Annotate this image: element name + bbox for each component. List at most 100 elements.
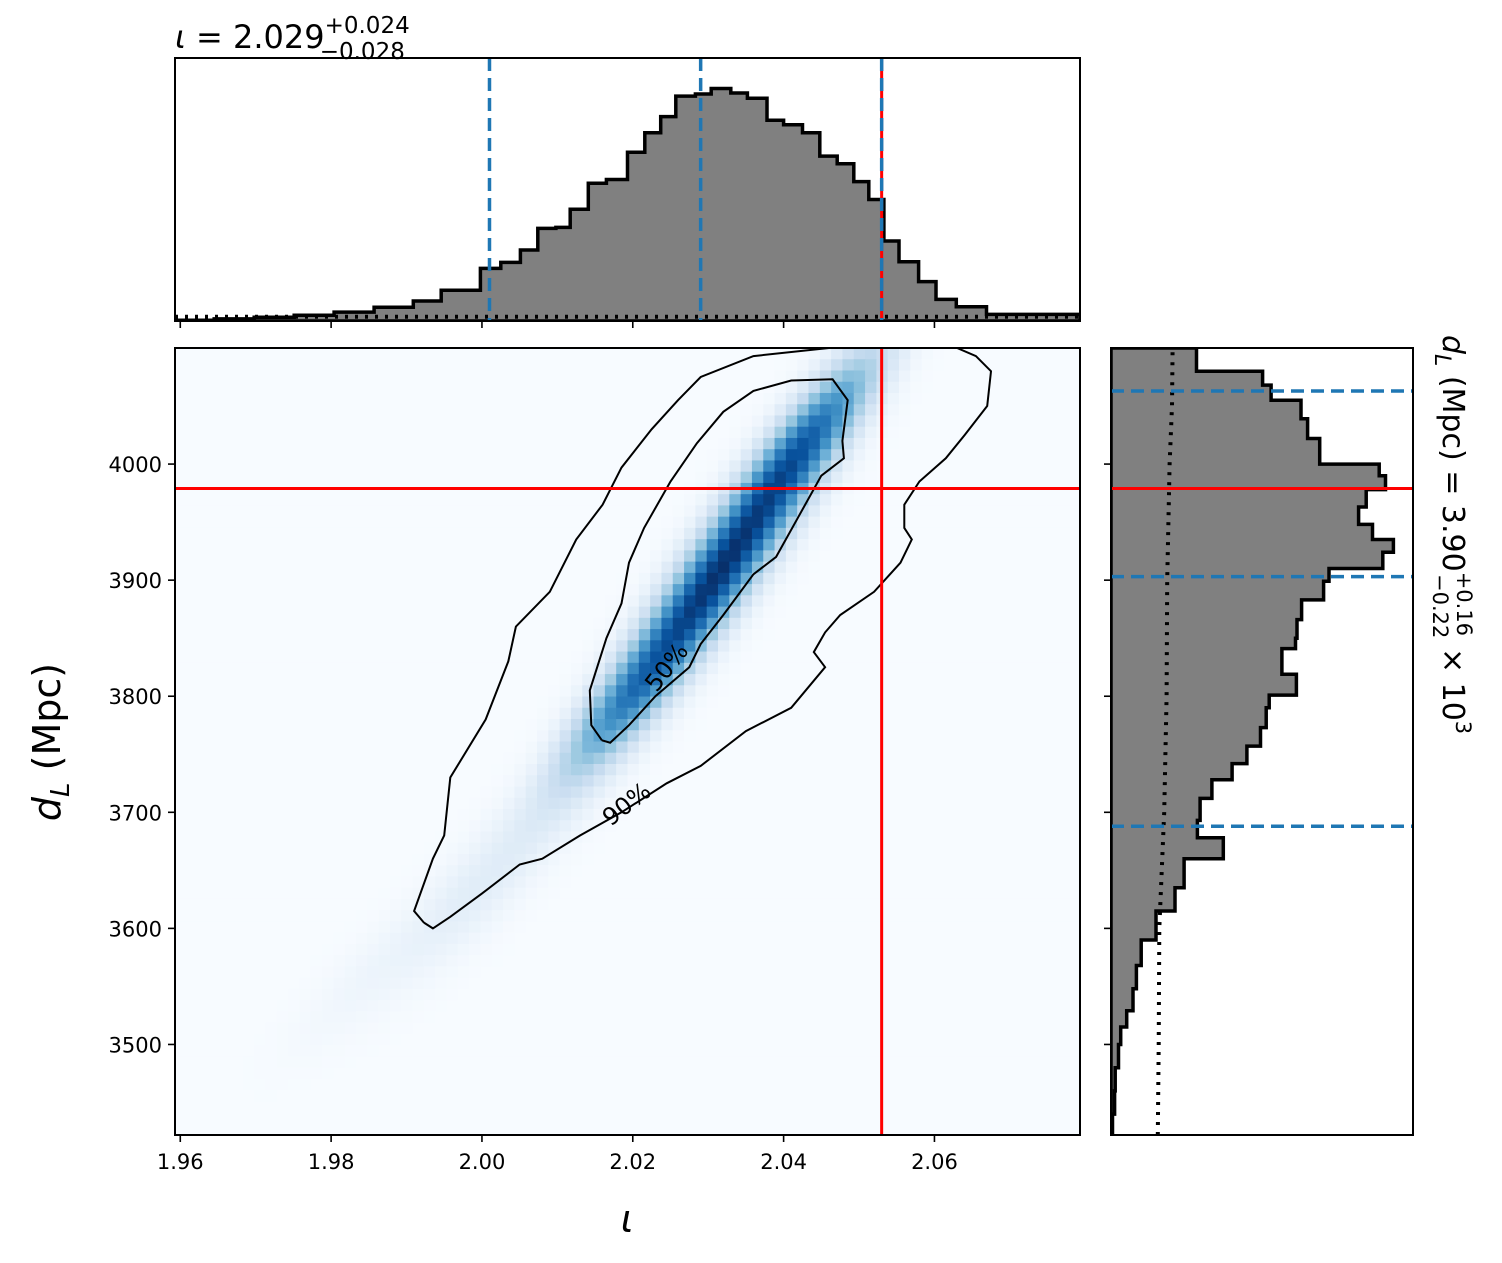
heatmap-cell [423, 1011, 436, 1024]
heatmap-cell [842, 752, 855, 765]
heatmap-cell [899, 898, 911, 911]
heatmap-cell [853, 898, 866, 911]
heatmap-cell [638, 426, 651, 439]
heatmap-cell [1068, 808, 1080, 821]
heatmap-cell [197, 842, 210, 855]
heatmap-cell [853, 730, 866, 743]
heatmap-cell [208, 943, 221, 956]
heatmap-cell [265, 392, 278, 405]
heatmap-cell [842, 640, 855, 653]
heatmap-cell [774, 775, 787, 788]
heatmap-cell [344, 752, 357, 765]
heatmap-cell [853, 696, 866, 709]
heatmap-cell [887, 730, 900, 743]
heatmap-cell [208, 381, 221, 394]
heatmap-cell [910, 449, 923, 462]
heatmap-cell [604, 572, 617, 585]
heatmap-cell [299, 460, 312, 473]
heatmap-cell [559, 505, 572, 518]
heatmap-cell [582, 595, 595, 608]
heatmap-cell [389, 741, 402, 754]
heatmap-cell [932, 651, 945, 664]
heatmap-cell [423, 415, 436, 428]
heatmap-cell [1057, 763, 1070, 776]
heatmap-cell [356, 527, 368, 540]
heatmap-cell [763, 876, 776, 889]
heatmap-cell [378, 719, 391, 731]
heatmap-cell [446, 1033, 459, 1046]
heatmap-cell [570, 685, 583, 698]
heatmap-cell [208, 921, 221, 934]
heatmap-cell [910, 977, 923, 990]
heatmap-cell [231, 471, 244, 484]
heatmap-cell [457, 876, 470, 889]
heatmap-cell [695, 876, 708, 889]
heatmap-cell [751, 595, 764, 608]
heatmap-cell [684, 617, 696, 630]
heatmap-cell [695, 359, 708, 372]
heatmap-cell [537, 471, 549, 484]
heatmap-cell [695, 617, 708, 630]
heatmap-cell [299, 662, 312, 675]
heatmap-cell [842, 460, 855, 473]
heatmap-cell [910, 865, 923, 878]
heatmap-cell [808, 786, 821, 799]
heatmap-cell [514, 853, 527, 866]
heatmap-cell [265, 550, 278, 563]
heatmap-cell [322, 865, 334, 878]
heatmap-cell [955, 651, 968, 664]
heatmap-cell [276, 730, 289, 743]
heatmap-cell [548, 921, 561, 934]
heatmap-cell [842, 707, 855, 720]
heatmap-cell [220, 1033, 233, 1046]
heatmap-cell [559, 1000, 572, 1012]
heatmap-cell [1068, 719, 1080, 731]
heatmap-cell [638, 685, 651, 698]
heatmap-cell [774, 471, 787, 484]
heatmap-cell [740, 898, 753, 911]
heatmap-cell [175, 966, 187, 979]
heatmap-cell [344, 494, 357, 506]
heatmap-cell [548, 471, 561, 484]
heatmap-cell [706, 741, 719, 754]
heatmap-cell [537, 561, 549, 574]
heatmap-cell [650, 719, 663, 731]
heatmap-cell [208, 865, 221, 878]
heatmap-cell [604, 719, 617, 731]
heatmap-cell [774, 426, 787, 439]
heatmap-cell [684, 1011, 696, 1024]
heatmap-cell [344, 685, 357, 698]
heatmap-cell [1057, 741, 1070, 754]
heatmap-cell [865, 1033, 877, 1046]
heatmap-cell [910, 943, 923, 956]
heatmap-cell [582, 1022, 595, 1035]
heatmap-cell [175, 437, 187, 450]
heatmap-cell [480, 1011, 493, 1024]
heatmap-cell [966, 381, 979, 394]
heatmap-cell [457, 808, 470, 821]
heatmap-cell [208, 617, 221, 630]
heatmap-cell [944, 437, 957, 450]
heatmap-cell [480, 348, 493, 360]
heatmap-cell [706, 381, 719, 394]
heatmap-cell [514, 527, 527, 540]
heatmap-cell [921, 685, 934, 698]
heatmap-cell [921, 572, 934, 585]
heatmap-cell [457, 449, 470, 462]
heatmap-cell [254, 932, 267, 945]
heatmap-cell [842, 617, 855, 630]
heatmap-cell [242, 494, 255, 506]
heatmap-cell [593, 527, 606, 540]
heatmap-cell [1046, 1033, 1058, 1046]
heatmap-cell [695, 865, 708, 878]
heatmap-cell [887, 629, 900, 641]
heatmap-cell [570, 910, 583, 922]
heatmap-cell [435, 449, 448, 462]
heatmap-cell [887, 651, 900, 664]
heatmap-cell [548, 505, 561, 518]
heatmap-cell [978, 842, 991, 855]
heatmap-cell [808, 910, 821, 922]
heatmap-cell [910, 842, 923, 855]
heatmap-cell [627, 662, 640, 675]
heatmap-cell [299, 617, 312, 630]
